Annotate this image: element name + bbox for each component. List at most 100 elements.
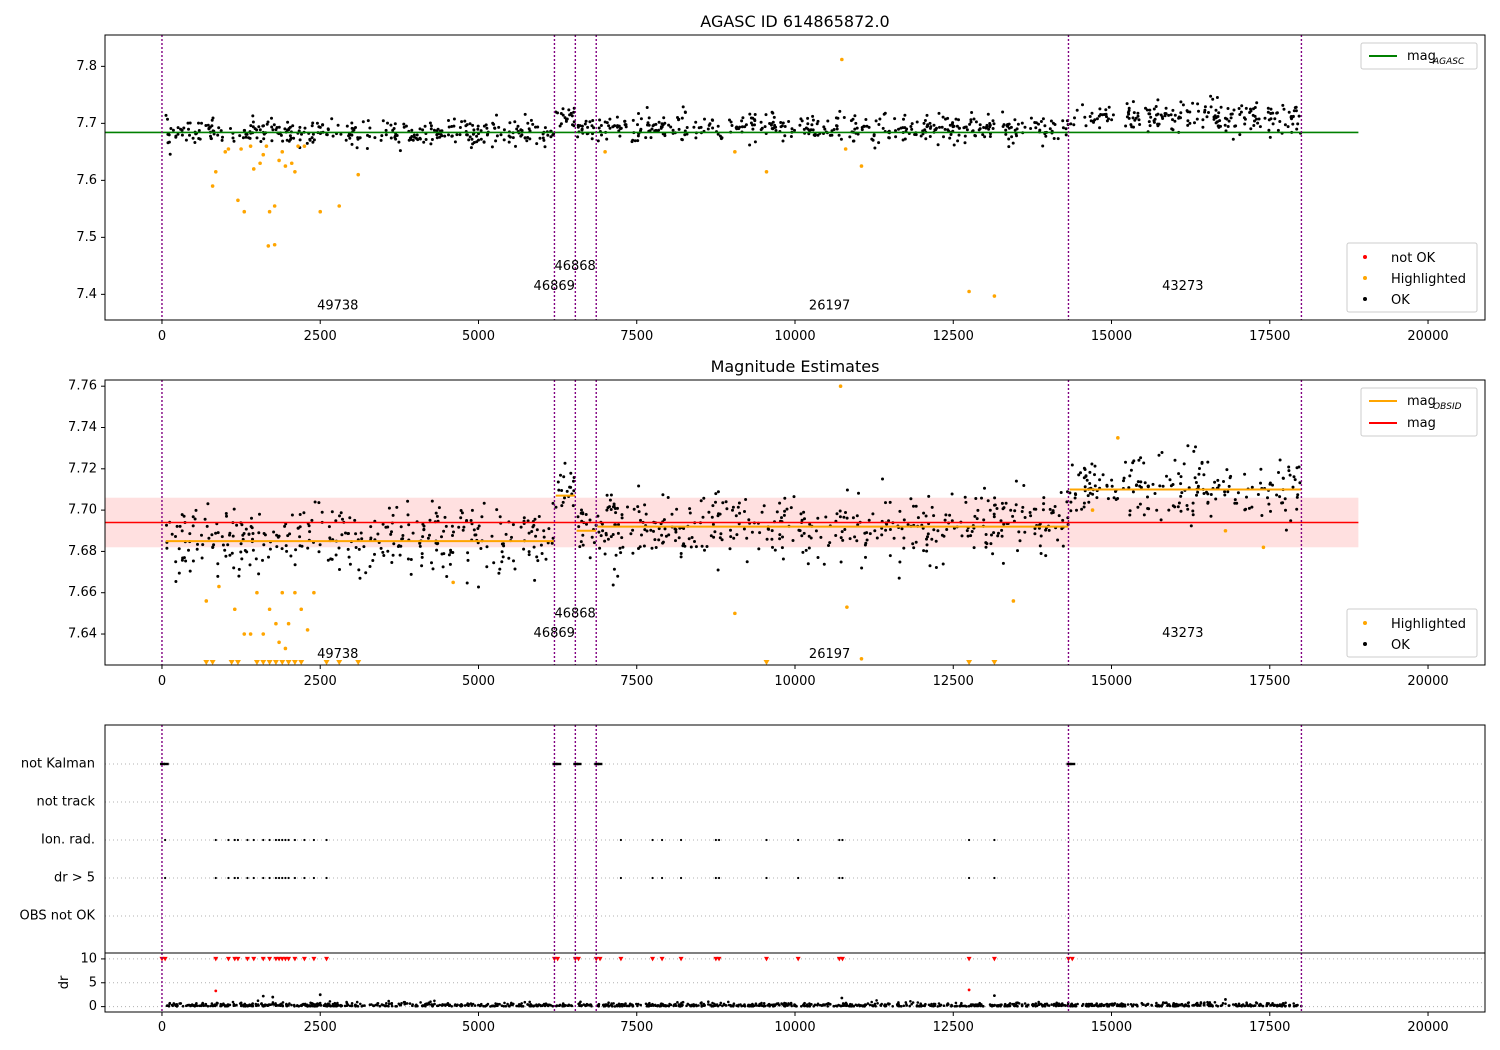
ok-point [581, 533, 585, 537]
dr-point [1136, 1004, 1139, 1008]
ok-point [1191, 509, 1195, 513]
ok-point [873, 529, 877, 533]
dr-point [880, 1002, 883, 1006]
ok-point [1226, 107, 1230, 110]
ok-point [974, 120, 978, 124]
ok-point [1269, 117, 1273, 121]
ok-point [742, 527, 746, 531]
dr-point [336, 1001, 339, 1005]
dr-point [1052, 1002, 1056, 1006]
ok-point [608, 117, 612, 121]
ok-point [1284, 508, 1287, 512]
ok-point [700, 544, 704, 548]
ok-point [1235, 501, 1239, 505]
ok-point [902, 117, 905, 121]
ok-point [298, 138, 302, 142]
ok-point [401, 534, 405, 537]
dr-point [743, 1003, 746, 1006]
ok-point [464, 124, 468, 128]
ok-point [420, 555, 424, 559]
ok-point [318, 543, 322, 547]
ok-point [748, 143, 752, 147]
dr-point [1059, 1003, 1063, 1006]
dr-point [1027, 1003, 1030, 1007]
dr-point [561, 1002, 565, 1005]
ok-point [902, 536, 906, 540]
ok-point [751, 127, 755, 131]
dr-gt-5-mark [262, 876, 265, 880]
ok-point [645, 529, 649, 533]
ok-point [1131, 116, 1135, 120]
dr-clipped-marker [286, 956, 292, 962]
ok-point [423, 124, 427, 128]
dr-point [685, 1004, 688, 1008]
ok-point [586, 125, 590, 129]
highlighted-point [603, 150, 607, 154]
ok-point [1146, 507, 1150, 510]
ok-point [303, 126, 307, 130]
dr-point [950, 1004, 954, 1007]
ok-point [288, 125, 292, 129]
ok-point [415, 133, 419, 137]
ok-point [409, 572, 413, 576]
ok-point [980, 496, 983, 500]
ok-point [1029, 127, 1033, 130]
ok-point [347, 532, 350, 535]
ok-point [1240, 104, 1244, 108]
ok-point [834, 534, 838, 537]
dr-gt-5-mark [993, 876, 996, 880]
dr-point [623, 1004, 626, 1008]
x-tick-label: 20000 [1407, 1020, 1448, 1035]
ok-point [376, 532, 380, 536]
ok-point [713, 530, 717, 534]
ok-point [1082, 476, 1086, 480]
clipped-marker [279, 660, 286, 665]
dr-point [933, 1004, 937, 1008]
ok-point [648, 129, 652, 133]
ion-rad-mark [281, 838, 284, 842]
ok-point [675, 507, 679, 511]
ok-point [1283, 123, 1287, 127]
highlighted-point [1223, 528, 1228, 533]
dr-point [762, 1002, 766, 1005]
ok-point [677, 127, 681, 131]
dr-point [570, 1004, 573, 1007]
ok-point [334, 519, 338, 523]
ok-point [497, 571, 501, 575]
ok-point [502, 128, 506, 132]
ok-point [787, 120, 791, 123]
ok-point [677, 536, 681, 540]
dr-point [674, 1002, 677, 1006]
ok-point [711, 118, 715, 122]
ok-point [1167, 113, 1171, 117]
chart-title-magnitude-estimates: Magnitude Estimates [711, 357, 880, 376]
ok-point [530, 530, 534, 533]
dr-point [405, 1002, 409, 1005]
ok-point [167, 140, 171, 144]
ok-point [948, 513, 952, 517]
ok-point [631, 118, 635, 122]
ok-point [1298, 481, 1302, 485]
ok-point [1238, 133, 1242, 137]
ok-point [1209, 514, 1213, 518]
ok-point [681, 105, 685, 109]
dr-point [803, 1004, 806, 1008]
ok-point [1281, 501, 1285, 505]
ok-point [1297, 114, 1301, 118]
ok-point [1266, 110, 1270, 114]
ok-point [694, 545, 698, 549]
dr-point [995, 1004, 999, 1007]
dr-point [866, 1002, 870, 1005]
ok-point [1000, 528, 1004, 532]
highlighted-point [296, 144, 300, 148]
dr-point [189, 1004, 192, 1008]
ok-point [338, 514, 341, 518]
dr-point [200, 1004, 203, 1007]
ok-point [703, 117, 706, 121]
ok-point [945, 528, 949, 531]
dr-point [1113, 1003, 1116, 1006]
ok-point [763, 125, 767, 129]
ok-point [1088, 115, 1092, 118]
ok-point [888, 500, 892, 504]
